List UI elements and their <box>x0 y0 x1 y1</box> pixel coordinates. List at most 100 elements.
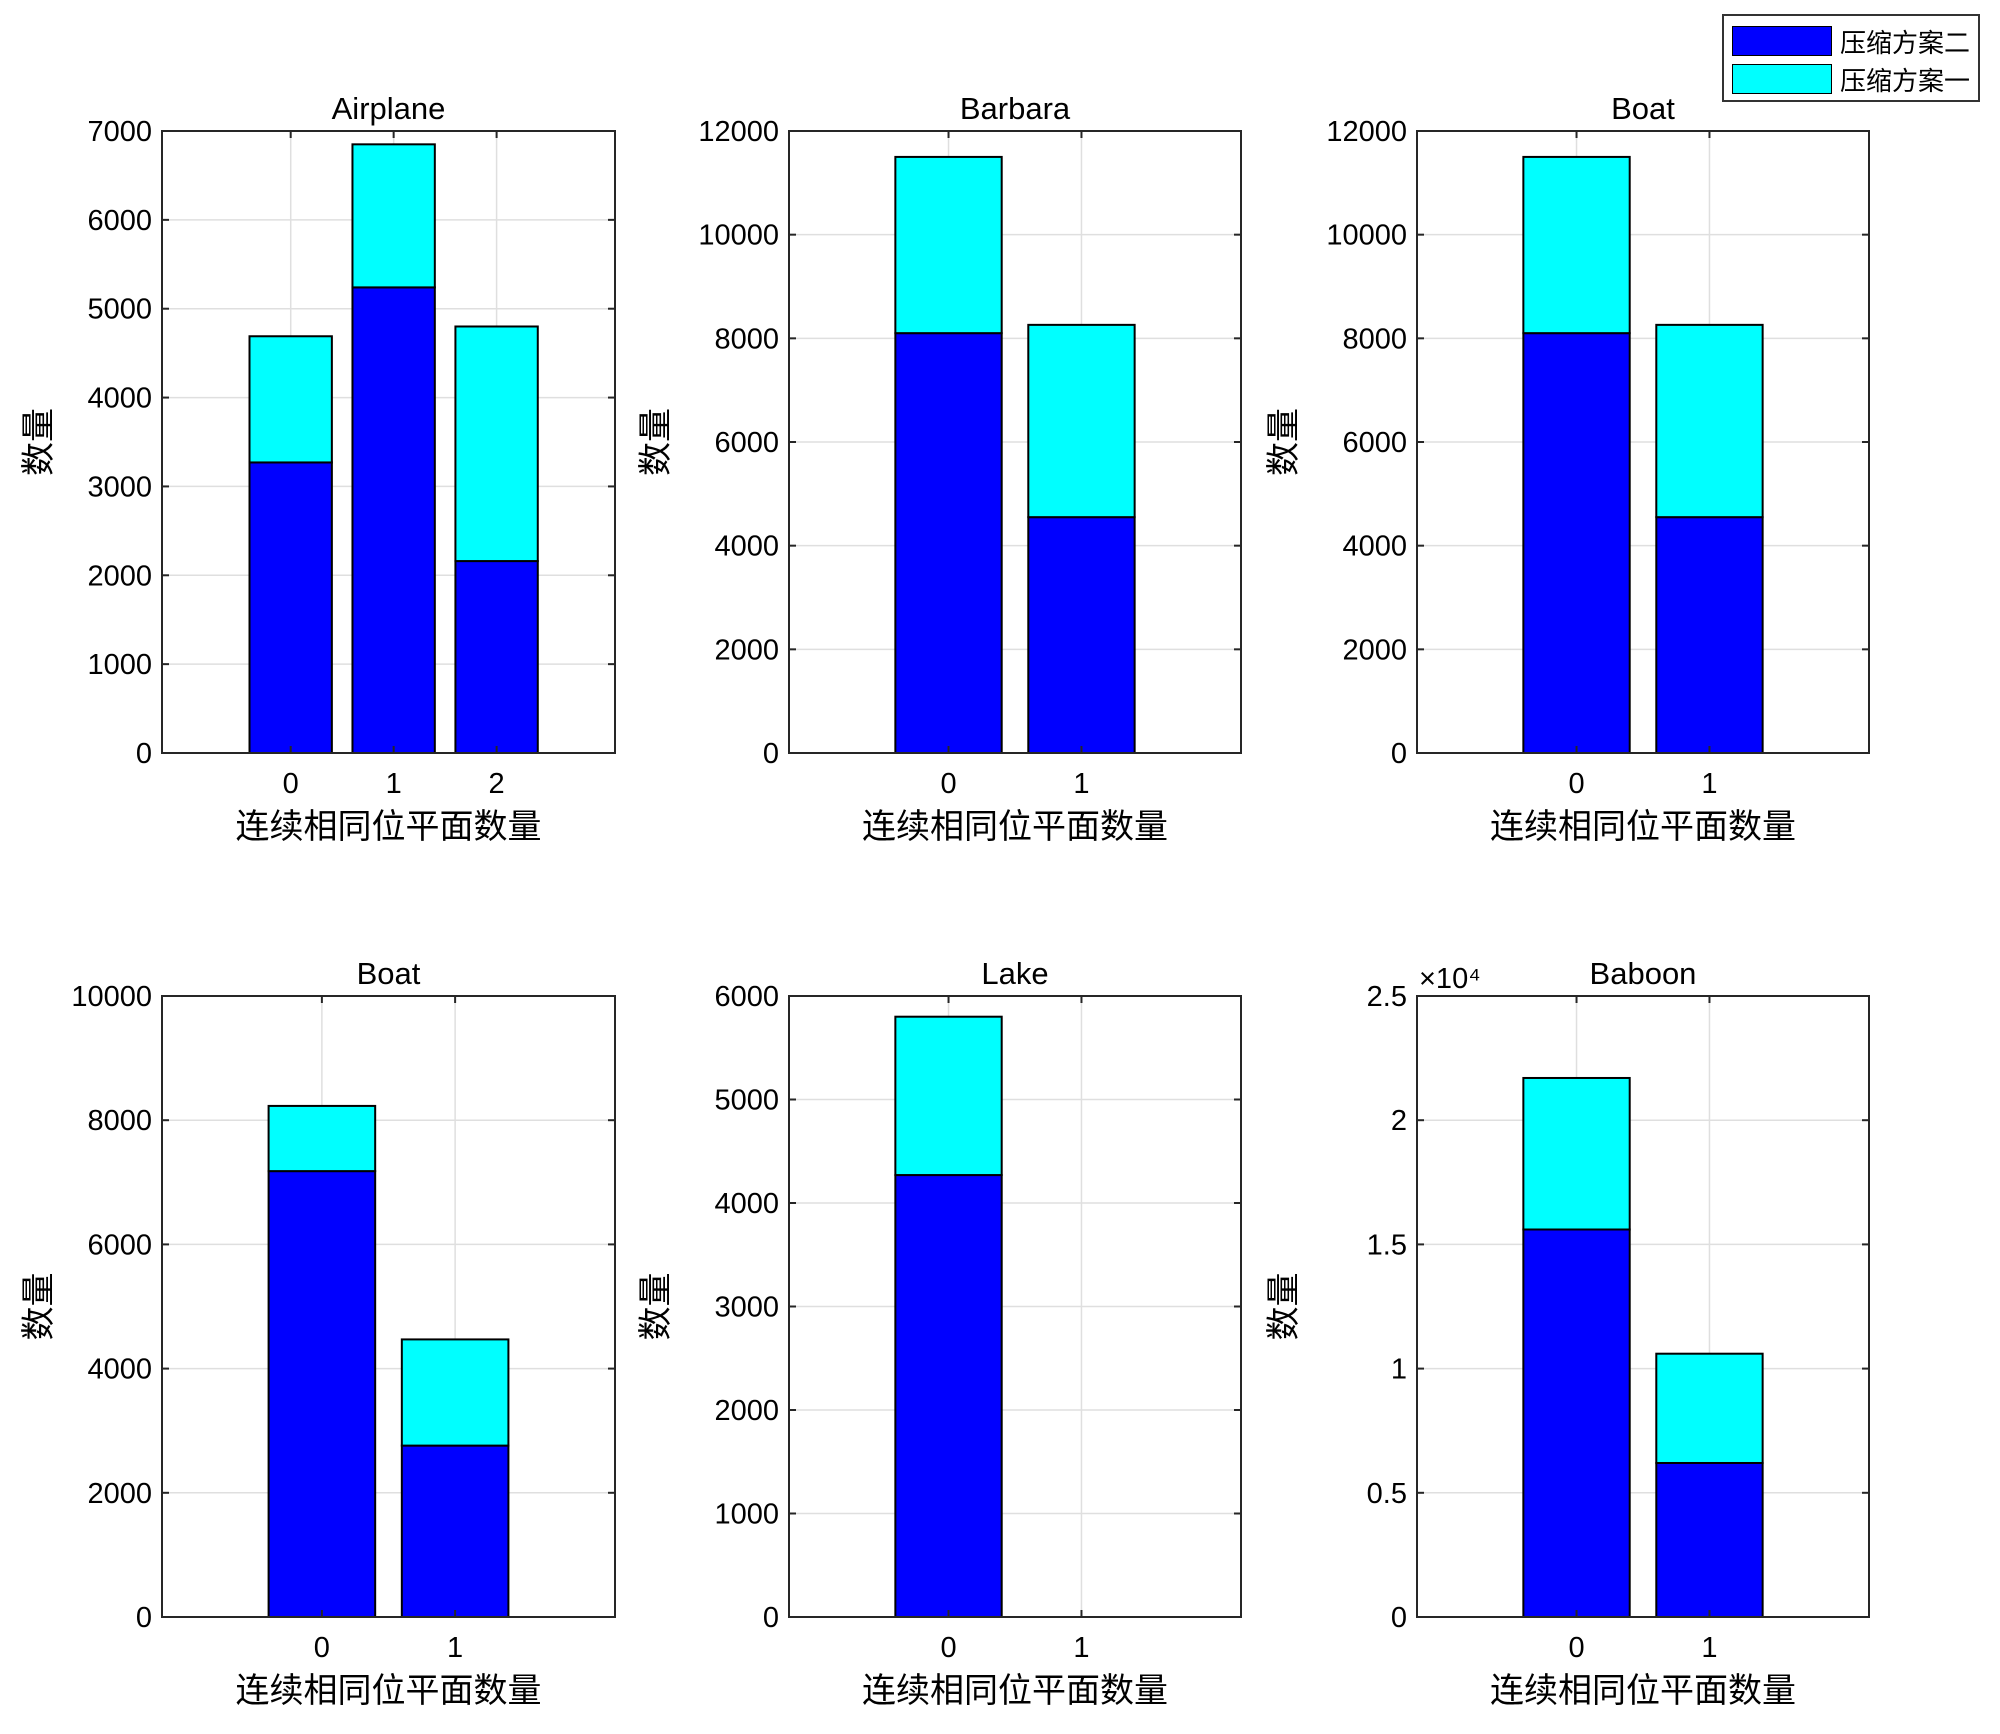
chart-title: Baboon <box>1590 956 1697 991</box>
chart-title: Boat <box>357 956 421 991</box>
x-tick-label: 0 <box>940 768 956 800</box>
y-tick-label: 4000 <box>87 383 152 415</box>
axes-background <box>1417 996 1869 1617</box>
y-axis-label: 数量 <box>637 1273 675 1341</box>
y-tick-label: 0 <box>763 738 779 770</box>
y-axis-label: 数量 <box>1265 1273 1303 1341</box>
x-axis-label: 连续相同位平面数量 <box>1490 1672 1796 1710</box>
x-tick-label: 2 <box>489 768 505 800</box>
legend-swatch-scheme-2 <box>1732 26 1832 56</box>
y-tick-label: 10000 <box>698 220 779 252</box>
axes-box <box>1416 995 1870 1618</box>
bar-scheme-1-cat-0 <box>267 1104 377 1173</box>
y-tick-label: 4000 <box>87 1354 152 1386</box>
x-tick-label: 0 <box>940 1632 956 1664</box>
y-axis-label: 数量 <box>1265 408 1303 476</box>
y-tick-label: 1000 <box>714 1499 779 1531</box>
y-tick-label: 12000 <box>698 116 779 148</box>
y-tick-label: 10000 <box>71 981 152 1013</box>
bar-scheme-1-cat-1 <box>351 143 436 289</box>
x-tick-label: 1 <box>386 768 402 800</box>
legend-entry: 压缩方案一 <box>1732 62 1971 97</box>
bar-scheme-2-cat-0 <box>248 461 333 754</box>
bar-scheme-2-cat-0 <box>894 332 1003 754</box>
bar-scheme-2-cat-0 <box>894 1174 1003 1619</box>
bar-scheme-2-cat-0 <box>1522 332 1631 754</box>
x-axis-label: 连续相同位平面数量 <box>862 808 1168 846</box>
y-tick-label: 3000 <box>87 471 152 503</box>
y-tick-label: 10000 <box>1326 220 1407 252</box>
chart-title: Lake <box>981 956 1048 991</box>
y-tick-label: 0 <box>763 1602 779 1634</box>
x-tick-label: 0 <box>314 1632 330 1664</box>
bar-scheme-2-cat-1 <box>1655 1461 1764 1618</box>
y-tick-label: 1 <box>1391 1354 1407 1386</box>
x-tick-label: 0 <box>283 768 299 800</box>
chart-title: Boat <box>1611 91 1675 126</box>
x-tick-label: 1 <box>1701 768 1717 800</box>
y-tick-label: 12000 <box>1326 116 1407 148</box>
bar-scheme-1-cat-0 <box>248 335 333 464</box>
bar-scheme-1-cat-1 <box>1655 323 1764 519</box>
chart-airplane-0: 0 1000 2000 3000 4000 5000 6000 7000 0 1 2 Airplane… <box>20 91 616 846</box>
x-axis-label: 连续相同位平面数量 <box>862 1672 1168 1710</box>
legend[interactable]: 压缩方案二 压缩方案一 <box>1722 14 1980 102</box>
bar-scheme-1-cat-2 <box>454 325 539 563</box>
y-tick-label: 2000 <box>714 634 779 666</box>
y-tick-label: 5000 <box>87 294 152 326</box>
y-tick-label: 8000 <box>87 1105 152 1137</box>
bar-scheme-1-cat-0 <box>894 1015 1003 1177</box>
y-tick-label: 6000 <box>714 427 779 459</box>
bar-scheme-2-cat-1 <box>351 286 436 754</box>
chart-title: Airplane <box>332 91 446 126</box>
bar-scheme-1-cat-0 <box>1522 155 1631 335</box>
y-tick-label: 8000 <box>714 323 779 355</box>
y-tick-label: 0 <box>136 738 152 770</box>
bar-scheme-2-cat-1 <box>1655 516 1764 754</box>
y-tick-label: 2.5 <box>1367 981 1407 1013</box>
y-tick-label: 1000 <box>87 649 152 681</box>
y-tick-label: 1.5 <box>1367 1229 1407 1261</box>
y-tick-label: 2 <box>1391 1105 1407 1137</box>
y-tick-label: 2000 <box>87 1478 152 1510</box>
chart-boat-2: 0 2000 4000 6000 8000 10000 12000 0 1 Boat 连续相同位平面… <box>1265 91 1870 846</box>
x-axis-label: 连续相同位平面数量 <box>236 808 542 846</box>
x-tick-label: 1 <box>447 1632 463 1664</box>
y-tick-label: 4000 <box>714 531 779 563</box>
bar-scheme-2-cat-1 <box>400 1444 510 1618</box>
y-tick-label: 4000 <box>1342 531 1407 563</box>
bar-scheme-2-cat-2 <box>454 560 539 754</box>
y-axis-label: 数量 <box>20 408 58 476</box>
bar-scheme-1-cat-1 <box>1027 323 1136 519</box>
axes-box <box>161 130 616 754</box>
y-tick-label: 6000 <box>87 205 152 237</box>
y-axis-label: 数量 <box>637 408 675 476</box>
bar-scheme-2-cat-0 <box>1522 1228 1631 1618</box>
bar-scheme-2-cat-1 <box>1027 516 1136 754</box>
x-axis-label: 连续相同位平面数量 <box>236 1672 542 1710</box>
y-tick-label: 7000 <box>87 116 152 148</box>
x-tick-label: 1 <box>1073 1632 1089 1664</box>
bar-scheme-1-cat-0 <box>1522 1076 1631 1231</box>
y-tick-label: 2000 <box>87 560 152 592</box>
legend-label-scheme-1: 压缩方案一 <box>1840 66 1971 97</box>
bar-scheme-1-cat-0 <box>894 155 1003 335</box>
y-tick-label: 0 <box>136 1602 152 1634</box>
axes-background <box>162 996 615 1617</box>
x-tick-label: 1 <box>1073 768 1089 800</box>
y-tick-label: 5000 <box>714 1085 779 1117</box>
legend-label-scheme-2: 压缩方案二 <box>1840 28 1971 59</box>
x-tick-label: 0 <box>1568 1632 1584 1664</box>
y-tick-label: 6000 <box>1342 427 1407 459</box>
legend-swatch-scheme-1 <box>1732 64 1832 94</box>
y-tick-label: 0 <box>1391 1602 1407 1634</box>
y-tick-label: 6000 <box>87 1229 152 1261</box>
x-tick-label: 0 <box>1568 768 1584 800</box>
y-tick-label: 2000 <box>1342 634 1407 666</box>
bar-scheme-1-cat-1 <box>1655 1352 1764 1464</box>
legend-entry: 压缩方案二 <box>1732 24 1971 59</box>
chart-barbara-1: 0 2000 4000 6000 8000 10000 12000 0 1 Barbara 连续相同… <box>637 91 1242 846</box>
y-tick-label: 3000 <box>714 1292 779 1324</box>
y-axis-label: 数量 <box>20 1273 58 1341</box>
